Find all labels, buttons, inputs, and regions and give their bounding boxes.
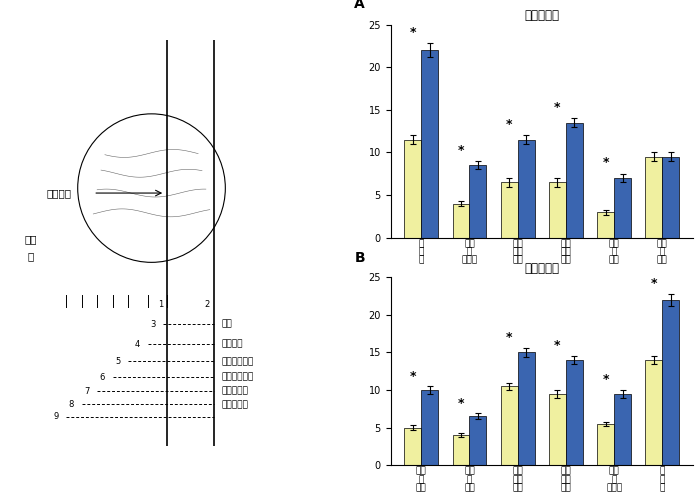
Bar [645,157,662,238]
Text: 7: 7 [84,387,90,396]
Text: 4: 4 [134,340,140,348]
Text: プローブ: プローブ [47,188,71,198]
Text: *: * [458,396,464,410]
Text: *: * [603,373,609,386]
Text: *: * [410,370,416,383]
Text: 皮質下部: 皮質下部 [221,340,243,348]
Bar [645,360,662,465]
Bar [518,140,535,238]
Text: *: * [651,277,657,290]
Text: 皮質: 皮質 [221,320,232,329]
Text: *: * [506,331,512,344]
Bar [614,394,631,465]
Bar [470,165,486,238]
Text: 9: 9 [53,412,58,421]
Text: 深中大脳動脈: 深中大脳動脈 [221,373,253,382]
Bar [597,212,614,238]
Text: 2: 2 [204,300,210,309]
Bar [470,416,486,465]
Text: *: * [410,26,416,39]
Bar [549,182,566,238]
Text: 5: 5 [116,357,120,366]
Bar [614,178,631,238]
Text: *: * [458,144,464,157]
Text: *: * [554,101,561,114]
Bar [405,140,421,238]
Bar [566,123,583,238]
Text: 3: 3 [150,320,155,329]
Text: B: B [354,251,365,265]
Text: 脊椎・脳底: 脊椎・脳底 [221,400,248,409]
Bar [500,182,518,238]
Bar [453,435,470,465]
Bar [453,203,470,238]
Bar [518,352,535,465]
Text: 8: 8 [69,400,74,409]
Title: 側頭葉左側: 側頭葉左側 [524,262,559,275]
Text: 6: 6 [99,373,105,382]
Bar [662,300,679,465]
Text: 1: 1 [158,300,163,309]
Text: 内包・視床: 内包・視床 [221,387,248,396]
Bar [421,390,438,465]
Bar [549,394,566,465]
Bar [597,424,614,465]
Text: 皮膚
骨: 皮膚 骨 [25,234,37,261]
Text: 浅中大脳動脈: 浅中大脳動脈 [221,357,253,366]
Bar [662,157,679,238]
Text: A: A [354,0,365,11]
Text: *: * [603,156,609,169]
Bar [421,50,438,238]
Text: *: * [554,340,561,352]
Bar [405,428,421,465]
Text: *: * [506,118,512,131]
Bar [566,360,583,465]
Bar [500,386,518,465]
Title: 側頭葉右側: 側頭葉右側 [524,9,559,22]
